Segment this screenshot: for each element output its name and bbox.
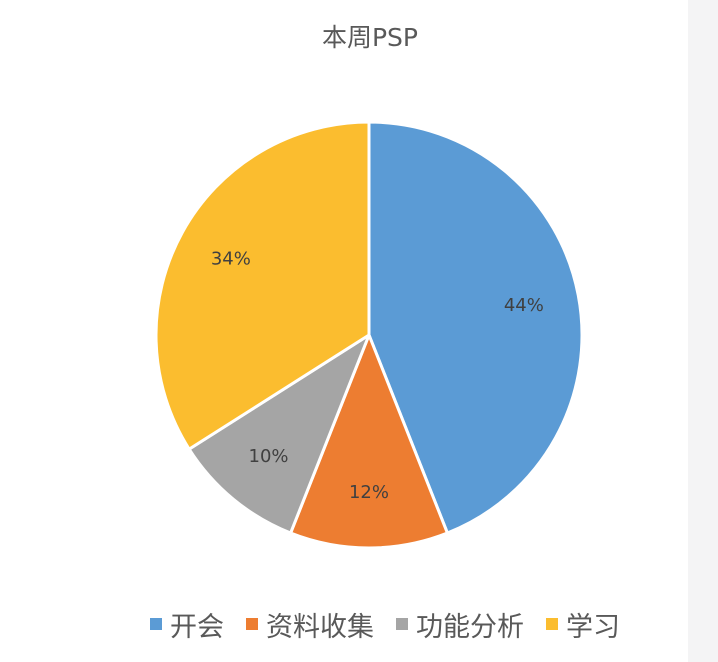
legend-item-kaihui: 开会 (150, 605, 224, 644)
chart-title: 本周PSP (321, 23, 419, 52)
legend-label: 学习 (566, 611, 620, 643)
slice-xuexi (154, 120, 371, 451)
legend-label: 资料收集 (266, 611, 374, 643)
data-label: 44% (504, 295, 544, 316)
legend-item-xuexi: 学习 (546, 605, 620, 644)
window-edge (688, 0, 718, 662)
legend-item-ziliaoshouji: 资料收集 (246, 605, 374, 644)
data-label: 10% (249, 446, 289, 467)
legend: 开会 资料收集 功能分析 学习 (150, 604, 620, 644)
slice-kaihui (367, 120, 584, 535)
data-label: 12% (349, 482, 389, 503)
legend-swatch (150, 618, 162, 630)
slice-ziliaoshouji (289, 333, 449, 550)
legend-item-gongnengfenxi: 功能分析 (396, 605, 524, 644)
legend-label: 功能分析 (416, 611, 524, 643)
legend-swatch (546, 618, 558, 630)
legend-swatch (396, 618, 408, 630)
data-label: 34% (211, 249, 251, 270)
legend-label: 开会 (170, 611, 224, 643)
legend-swatch (246, 618, 258, 630)
slice-gongnengfenxi (187, 333, 371, 535)
